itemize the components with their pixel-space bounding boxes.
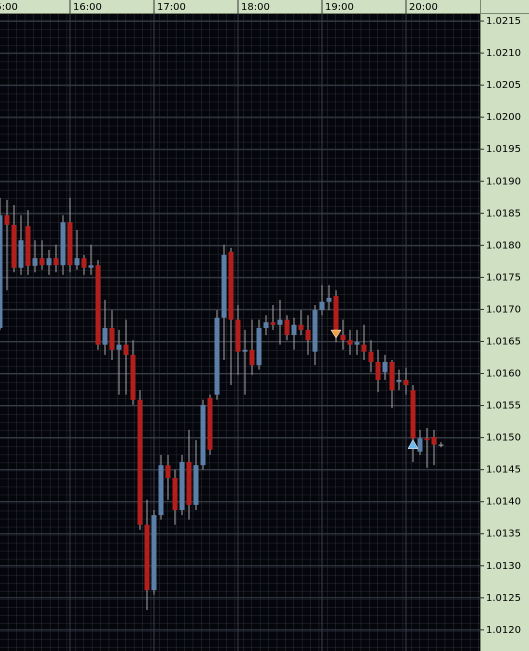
candle-body [347,340,353,345]
candle-body [144,524,150,591]
y-tick-label: 1.0190 [486,176,521,187]
candle-body [60,222,66,266]
candle-body [4,215,10,225]
candle-body [249,349,255,366]
candle-body [403,379,409,386]
x-tick-label: 20:00 [409,2,438,13]
y-tick-label: 1.0140 [486,497,521,508]
y-tick-label: 1.0130 [486,561,521,572]
y-tick-label: 1.0215 [486,16,521,27]
candle-body [284,319,290,336]
time-axis [0,0,529,14]
candle-body [326,297,332,302]
y-tick-label: 1.0205 [486,80,521,91]
price-axis [480,0,529,651]
candle-body [340,335,346,341]
y-tick-label: 1.0160 [486,369,521,380]
y-tick-label: 1.0195 [486,144,521,155]
candle-body [81,258,87,268]
x-tick-label: 17:00 [157,2,186,13]
candle-body [46,258,52,266]
candle-body [256,328,262,366]
candle-body [130,354,136,400]
candle-body [242,349,248,352]
candle-body [375,361,381,380]
candle-body [438,444,444,446]
candle-body [109,328,115,350]
candle-body [74,258,80,266]
candle-body [137,399,143,525]
candle-body [354,342,360,345]
candle-body [116,344,122,350]
candle-body [11,224,17,268]
candle-body [298,324,304,330]
x-tick-label: 15:00 [0,2,18,13]
candle-body [333,295,339,336]
candle-body [389,361,395,391]
candle-body [410,390,416,439]
candle-body [102,328,108,345]
x-tick-label: 19:00 [325,2,354,13]
candle-body [165,465,171,478]
candle-body [158,465,164,516]
candle-body [67,222,73,266]
candle-body [368,351,374,362]
candle-body [417,438,423,452]
buy-marker [407,439,419,449]
y-tick-label: 1.0200 [486,112,521,123]
sell-marker [330,329,342,339]
candle-body [305,329,311,341]
x-tick-label: 16:00 [73,2,102,13]
candle-body [200,404,206,466]
candle-body [263,322,269,329]
candle-body [39,258,45,266]
candle-body [0,215,3,329]
candle-body [18,240,24,268]
candle-body [151,515,157,591]
candle-body [25,226,31,266]
y-tick-label: 1.0185 [486,208,521,219]
candle-body [221,254,227,318]
y-tick-label: 1.0145 [486,465,521,476]
y-tick-label: 1.0150 [486,433,521,444]
y-tick-label: 1.0120 [486,625,521,636]
candle-body [312,310,318,352]
candle-body [382,361,388,373]
candle-body [431,436,437,445]
y-tick-label: 1.0135 [486,529,521,540]
y-tick-label: 1.0125 [486,593,521,604]
candle-body [396,379,402,382]
candle-body [207,397,213,450]
candle-body [193,465,199,505]
candle-body [95,265,101,345]
candle-body [214,317,220,395]
candle-body [88,265,94,268]
candle-body [123,344,129,355]
candle-body [235,319,241,352]
y-tick-label: 1.0210 [486,48,521,59]
y-tick-label: 1.0180 [486,240,521,251]
candle-body [228,251,234,320]
y-tick-label: 1.0165 [486,336,521,347]
y-tick-label: 1.0170 [486,304,521,315]
candle-body [361,344,367,352]
candle-body [186,461,192,505]
candle-body [53,258,59,266]
candle-body [291,324,297,336]
candle-body [179,461,185,511]
candle-body [32,258,38,266]
candle-body [424,438,430,441]
candle-body [270,322,276,325]
candle-body [319,301,325,311]
y-tick-label: 1.0155 [486,401,521,412]
y-tick-label: 1.0175 [486,272,521,283]
x-tick-label: 18:00 [241,2,270,13]
candle-body [277,319,283,325]
candle-body [172,477,178,511]
